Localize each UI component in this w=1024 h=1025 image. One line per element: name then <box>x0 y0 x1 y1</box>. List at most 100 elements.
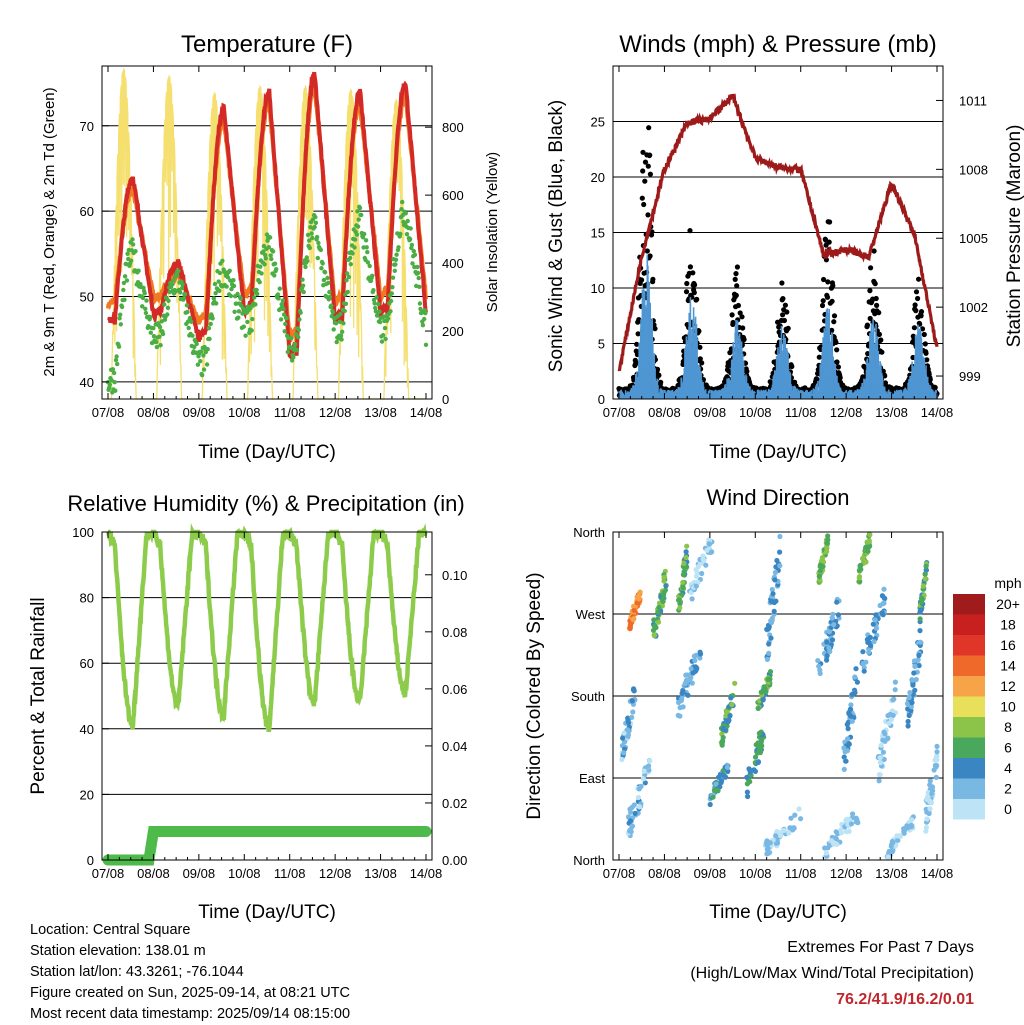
direction-point <box>706 541 712 547</box>
direction-point <box>627 623 633 629</box>
dewpoint-point <box>176 268 181 274</box>
temperature-ytick-label: 60 <box>80 204 94 219</box>
direction-point <box>923 567 930 573</box>
dewpoint-point <box>285 349 290 355</box>
dewpoint-point <box>210 316 215 321</box>
direction-point <box>826 645 832 651</box>
gust-point <box>833 339 839 345</box>
gust-point <box>915 295 921 302</box>
gust-point <box>868 265 874 271</box>
winds-ylabel-left: Sonic Wind & Gust (Blue, Black) <box>546 100 567 372</box>
dewpoint-point <box>165 305 171 310</box>
dewpoint-point <box>253 302 258 307</box>
gust-point <box>867 288 873 294</box>
direction-point <box>882 731 888 737</box>
direction-point <box>676 597 682 603</box>
gust-point <box>642 178 648 184</box>
temperature-xlabel: Time (Day/UTC) <box>198 442 336 463</box>
dewpoint-point <box>355 224 361 229</box>
direction-point <box>866 649 872 655</box>
dewpoint-point <box>207 336 212 342</box>
direction-point <box>829 615 835 621</box>
pressure-ytick-label: 999 <box>959 369 981 384</box>
dewpoint-point <box>118 322 124 327</box>
direction-point <box>656 604 662 611</box>
direction-point <box>641 768 647 774</box>
relative-humidity-series <box>106 523 428 732</box>
dewpoint-point <box>305 258 310 264</box>
station-location: Location: Central Square <box>30 922 191 938</box>
gust-point <box>816 354 822 360</box>
direction-point <box>680 584 686 591</box>
direction-point <box>717 784 723 790</box>
direction-point <box>788 815 794 821</box>
direction-point <box>817 568 824 574</box>
direction-point <box>682 681 688 687</box>
gust-point <box>691 290 697 296</box>
dewpoint-point <box>187 315 193 321</box>
dewpoint-point <box>231 283 237 289</box>
direction-point <box>692 657 698 664</box>
dewpoint-point <box>313 220 319 225</box>
dewpoint-point <box>198 359 203 364</box>
direction-point <box>681 560 687 567</box>
direction-ytick-label: West <box>576 607 606 622</box>
direction-point <box>721 773 727 779</box>
gust-point <box>835 364 842 370</box>
dewpoint-point <box>355 209 360 214</box>
dewpoint-point <box>186 325 191 331</box>
gust-point <box>779 280 785 286</box>
direction-point <box>841 745 847 751</box>
direction-point <box>725 719 731 725</box>
dewpoint-point <box>185 309 190 315</box>
gust-point <box>826 239 832 245</box>
gust-point <box>831 319 837 325</box>
humidity-xtick-label: 13/08 <box>364 866 397 881</box>
direction-point <box>863 659 869 665</box>
winds-xtick-label: 08/08 <box>648 405 681 420</box>
direction-point <box>699 570 705 577</box>
direction-point <box>860 649 866 655</box>
direction-point <box>845 719 852 725</box>
direction-point <box>907 690 913 696</box>
dewpoint-point <box>365 249 370 255</box>
direction-point <box>777 549 783 555</box>
humidity-ytick-label: 0 <box>87 853 94 868</box>
direction-point <box>846 710 852 716</box>
dewpoint-point <box>307 245 312 251</box>
dewpoint-point <box>292 342 298 347</box>
humidity-xtick-label: 12/08 <box>319 866 352 881</box>
direction-point <box>787 825 793 831</box>
direction-point <box>636 596 642 602</box>
direction-point <box>689 680 695 686</box>
gust-point <box>646 125 652 131</box>
direction-point <box>781 827 787 834</box>
legend-swatch <box>953 737 985 758</box>
direction-point <box>727 713 733 719</box>
dewpoint-point <box>212 281 218 287</box>
dewpoint-point <box>377 319 383 325</box>
temperature-ytick-label: 50 <box>80 290 94 305</box>
temperature-xtick-label: 07/08 <box>92 405 125 420</box>
temperature-title: Temperature (F) <box>181 31 353 58</box>
solar-ytick-label: 400 <box>442 256 464 271</box>
temperature-panel: Temperature (F) 40 50 60 70 0 200 400 600 800 07/… <box>41 31 501 463</box>
direction-point <box>881 586 887 592</box>
dewpoint-point <box>182 292 188 297</box>
dewpoint-point <box>171 278 176 283</box>
direction-point <box>838 827 844 833</box>
direction-point <box>908 704 915 710</box>
humidity-xtick-label: 07/08 <box>92 866 125 881</box>
pressure-ytick-label: 1005 <box>959 231 988 246</box>
direction-point <box>620 735 626 741</box>
winds-ytick-label: 5 <box>598 337 605 352</box>
winds-ytick-label: 20 <box>591 170 605 185</box>
direction-point <box>861 668 867 674</box>
direction-point <box>924 816 930 822</box>
dewpoint-point <box>116 344 122 349</box>
gust-point <box>647 171 654 177</box>
direction-point <box>744 789 751 795</box>
direction-point <box>913 676 919 683</box>
direction-point <box>627 806 633 812</box>
direction-point <box>895 837 901 843</box>
